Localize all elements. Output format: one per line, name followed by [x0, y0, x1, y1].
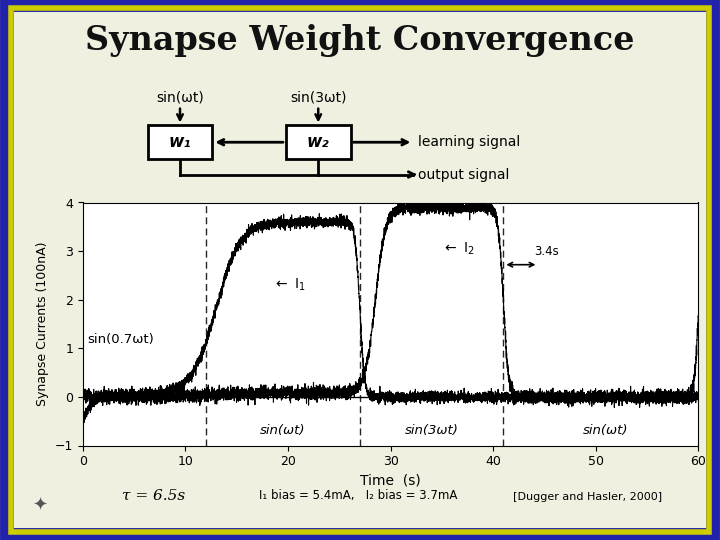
Text: learning signal: learning signal: [418, 135, 520, 149]
Text: w₂: w₂: [307, 133, 330, 151]
Text: τ = 6.5s: τ = 6.5s: [122, 489, 186, 503]
Text: sin(ωt): sin(ωt): [260, 424, 305, 437]
Text: sin(ωt): sin(ωt): [583, 424, 629, 437]
Text: $\leftarrow$ I$_1$: $\leftarrow$ I$_1$: [273, 277, 305, 293]
Text: sin(3ωt): sin(3ωt): [405, 424, 459, 437]
Text: ✦: ✦: [32, 496, 48, 514]
FancyBboxPatch shape: [148, 125, 212, 159]
Text: 3.4s: 3.4s: [534, 245, 559, 258]
Text: $\leftarrow$ I$_2$: $\leftarrow$ I$_2$: [442, 240, 474, 257]
Text: [Dugger and Hasler, 2000]: [Dugger and Hasler, 2000]: [513, 491, 662, 502]
Text: sin(0.7ωt): sin(0.7ωt): [87, 333, 153, 346]
Text: I₁ bias = 5.4mA,   I₂ bias = 3.7mA: I₁ bias = 5.4mA, I₂ bias = 3.7mA: [259, 489, 458, 503]
Text: sin(ωt): sin(ωt): [156, 90, 204, 104]
Text: sin(3ωt): sin(3ωt): [290, 90, 346, 104]
Y-axis label: Synapse Currents (100nA): Synapse Currents (100nA): [36, 242, 49, 406]
Text: Synapse Weight Convergence: Synapse Weight Convergence: [85, 24, 635, 57]
X-axis label: Time  (s): Time (s): [360, 474, 421, 488]
Text: w₁: w₁: [168, 133, 192, 151]
Text: output signal: output signal: [418, 167, 509, 181]
FancyBboxPatch shape: [286, 125, 351, 159]
